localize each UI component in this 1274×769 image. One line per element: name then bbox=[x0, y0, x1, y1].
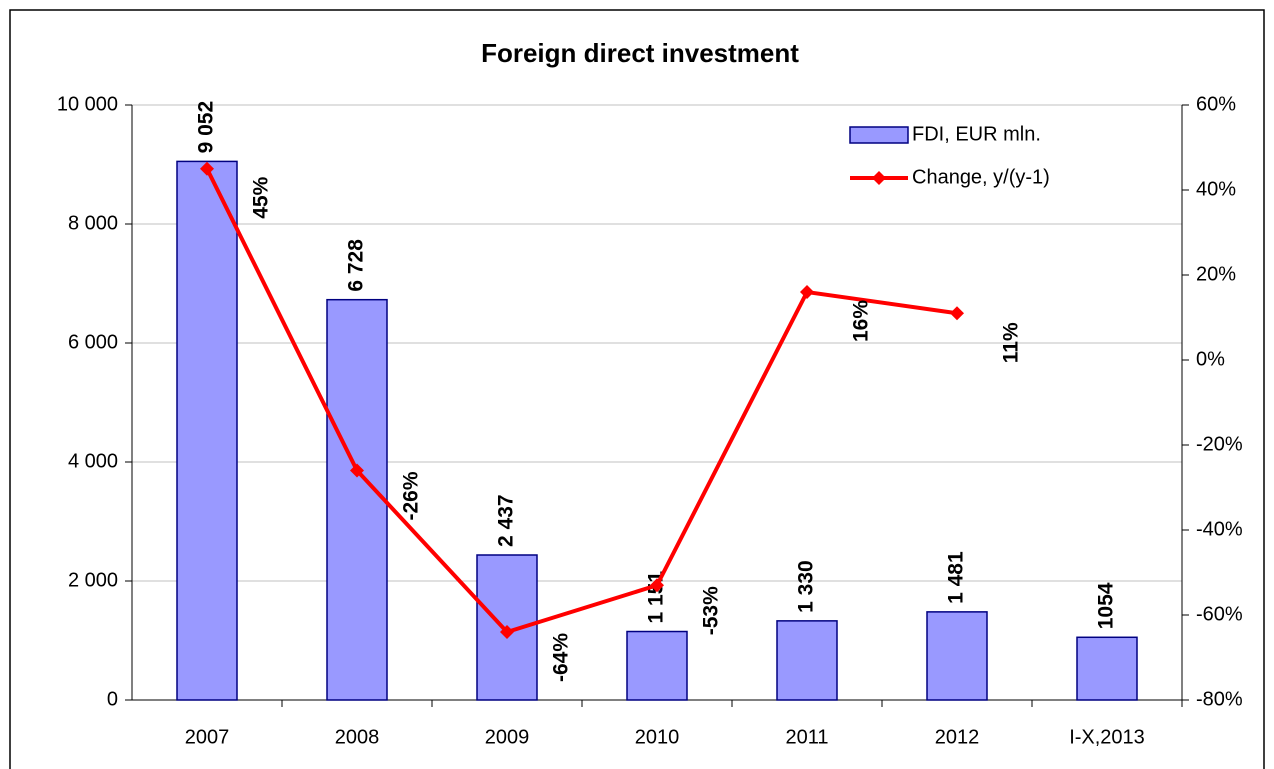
legend-swatch bbox=[849, 126, 909, 144]
y2-tick-label: 20% bbox=[1196, 263, 1236, 285]
x-tick-label: 2012 bbox=[935, 726, 980, 748]
marker bbox=[350, 463, 364, 478]
marker bbox=[500, 625, 514, 639]
marker bbox=[800, 285, 814, 299]
data-label: 11% bbox=[1000, 322, 1023, 363]
marker bbox=[950, 306, 964, 321]
data-label: 16% bbox=[850, 300, 873, 342]
data-label: 9 052 bbox=[195, 101, 218, 154]
data-label: -26% bbox=[400, 471, 423, 520]
bar bbox=[1076, 636, 1138, 701]
y2-tick-label: -40% bbox=[1196, 518, 1243, 540]
bar bbox=[776, 620, 838, 701]
legend-marker bbox=[872, 171, 886, 185]
data-label: -53% bbox=[700, 586, 723, 635]
x-tick-label: 2010 bbox=[635, 726, 680, 748]
y2-tick-label: 60% bbox=[1196, 93, 1236, 115]
bar bbox=[176, 160, 238, 701]
y2-tick-label: -20% bbox=[1196, 433, 1243, 455]
data-label: 1054 bbox=[1095, 582, 1118, 629]
y2-tick-label: 40% bbox=[1196, 178, 1236, 200]
data-label: -64% bbox=[550, 633, 573, 682]
y-tick-label: 4 000 bbox=[68, 450, 118, 472]
y-tick-label: 2 000 bbox=[68, 569, 118, 591]
y-tick-label: 8 000 bbox=[68, 212, 118, 234]
legend-label: Change, y/(y-1) bbox=[912, 166, 1050, 188]
bar bbox=[326, 298, 388, 701]
x-tick-label: 2007 bbox=[185, 726, 230, 748]
bar bbox=[626, 630, 688, 701]
y2-tick-label: -60% bbox=[1196, 603, 1243, 625]
bar bbox=[926, 611, 988, 701]
y-tick-label: 6 000 bbox=[68, 331, 118, 353]
legend-label: FDI, EUR mln. bbox=[912, 123, 1041, 145]
y2-tick-label: 0% bbox=[1196, 348, 1225, 370]
data-label: 2 437 bbox=[495, 494, 518, 547]
data-label: 1 330 bbox=[795, 560, 818, 613]
data-label: 6 728 bbox=[345, 239, 368, 292]
marker bbox=[650, 578, 664, 593]
data-label: 45% bbox=[250, 176, 273, 218]
x-tick-label: 2011 bbox=[785, 726, 828, 748]
y-tick-label: 0 bbox=[107, 688, 118, 710]
chart-title: Foreign direct investment bbox=[481, 38, 799, 68]
y2-tick-label: -80% bbox=[1196, 688, 1243, 710]
x-tick-label: 2008 bbox=[335, 726, 380, 748]
line bbox=[205, 167, 958, 635]
data-label: 1 151 bbox=[645, 571, 668, 624]
x-tick-label: I-X,2013 bbox=[1069, 726, 1145, 748]
data-label: 1 481 bbox=[945, 551, 968, 604]
y-tick-label: 10 000 bbox=[57, 93, 118, 115]
marker bbox=[200, 161, 214, 176]
x-tick-label: 2009 bbox=[485, 726, 530, 748]
